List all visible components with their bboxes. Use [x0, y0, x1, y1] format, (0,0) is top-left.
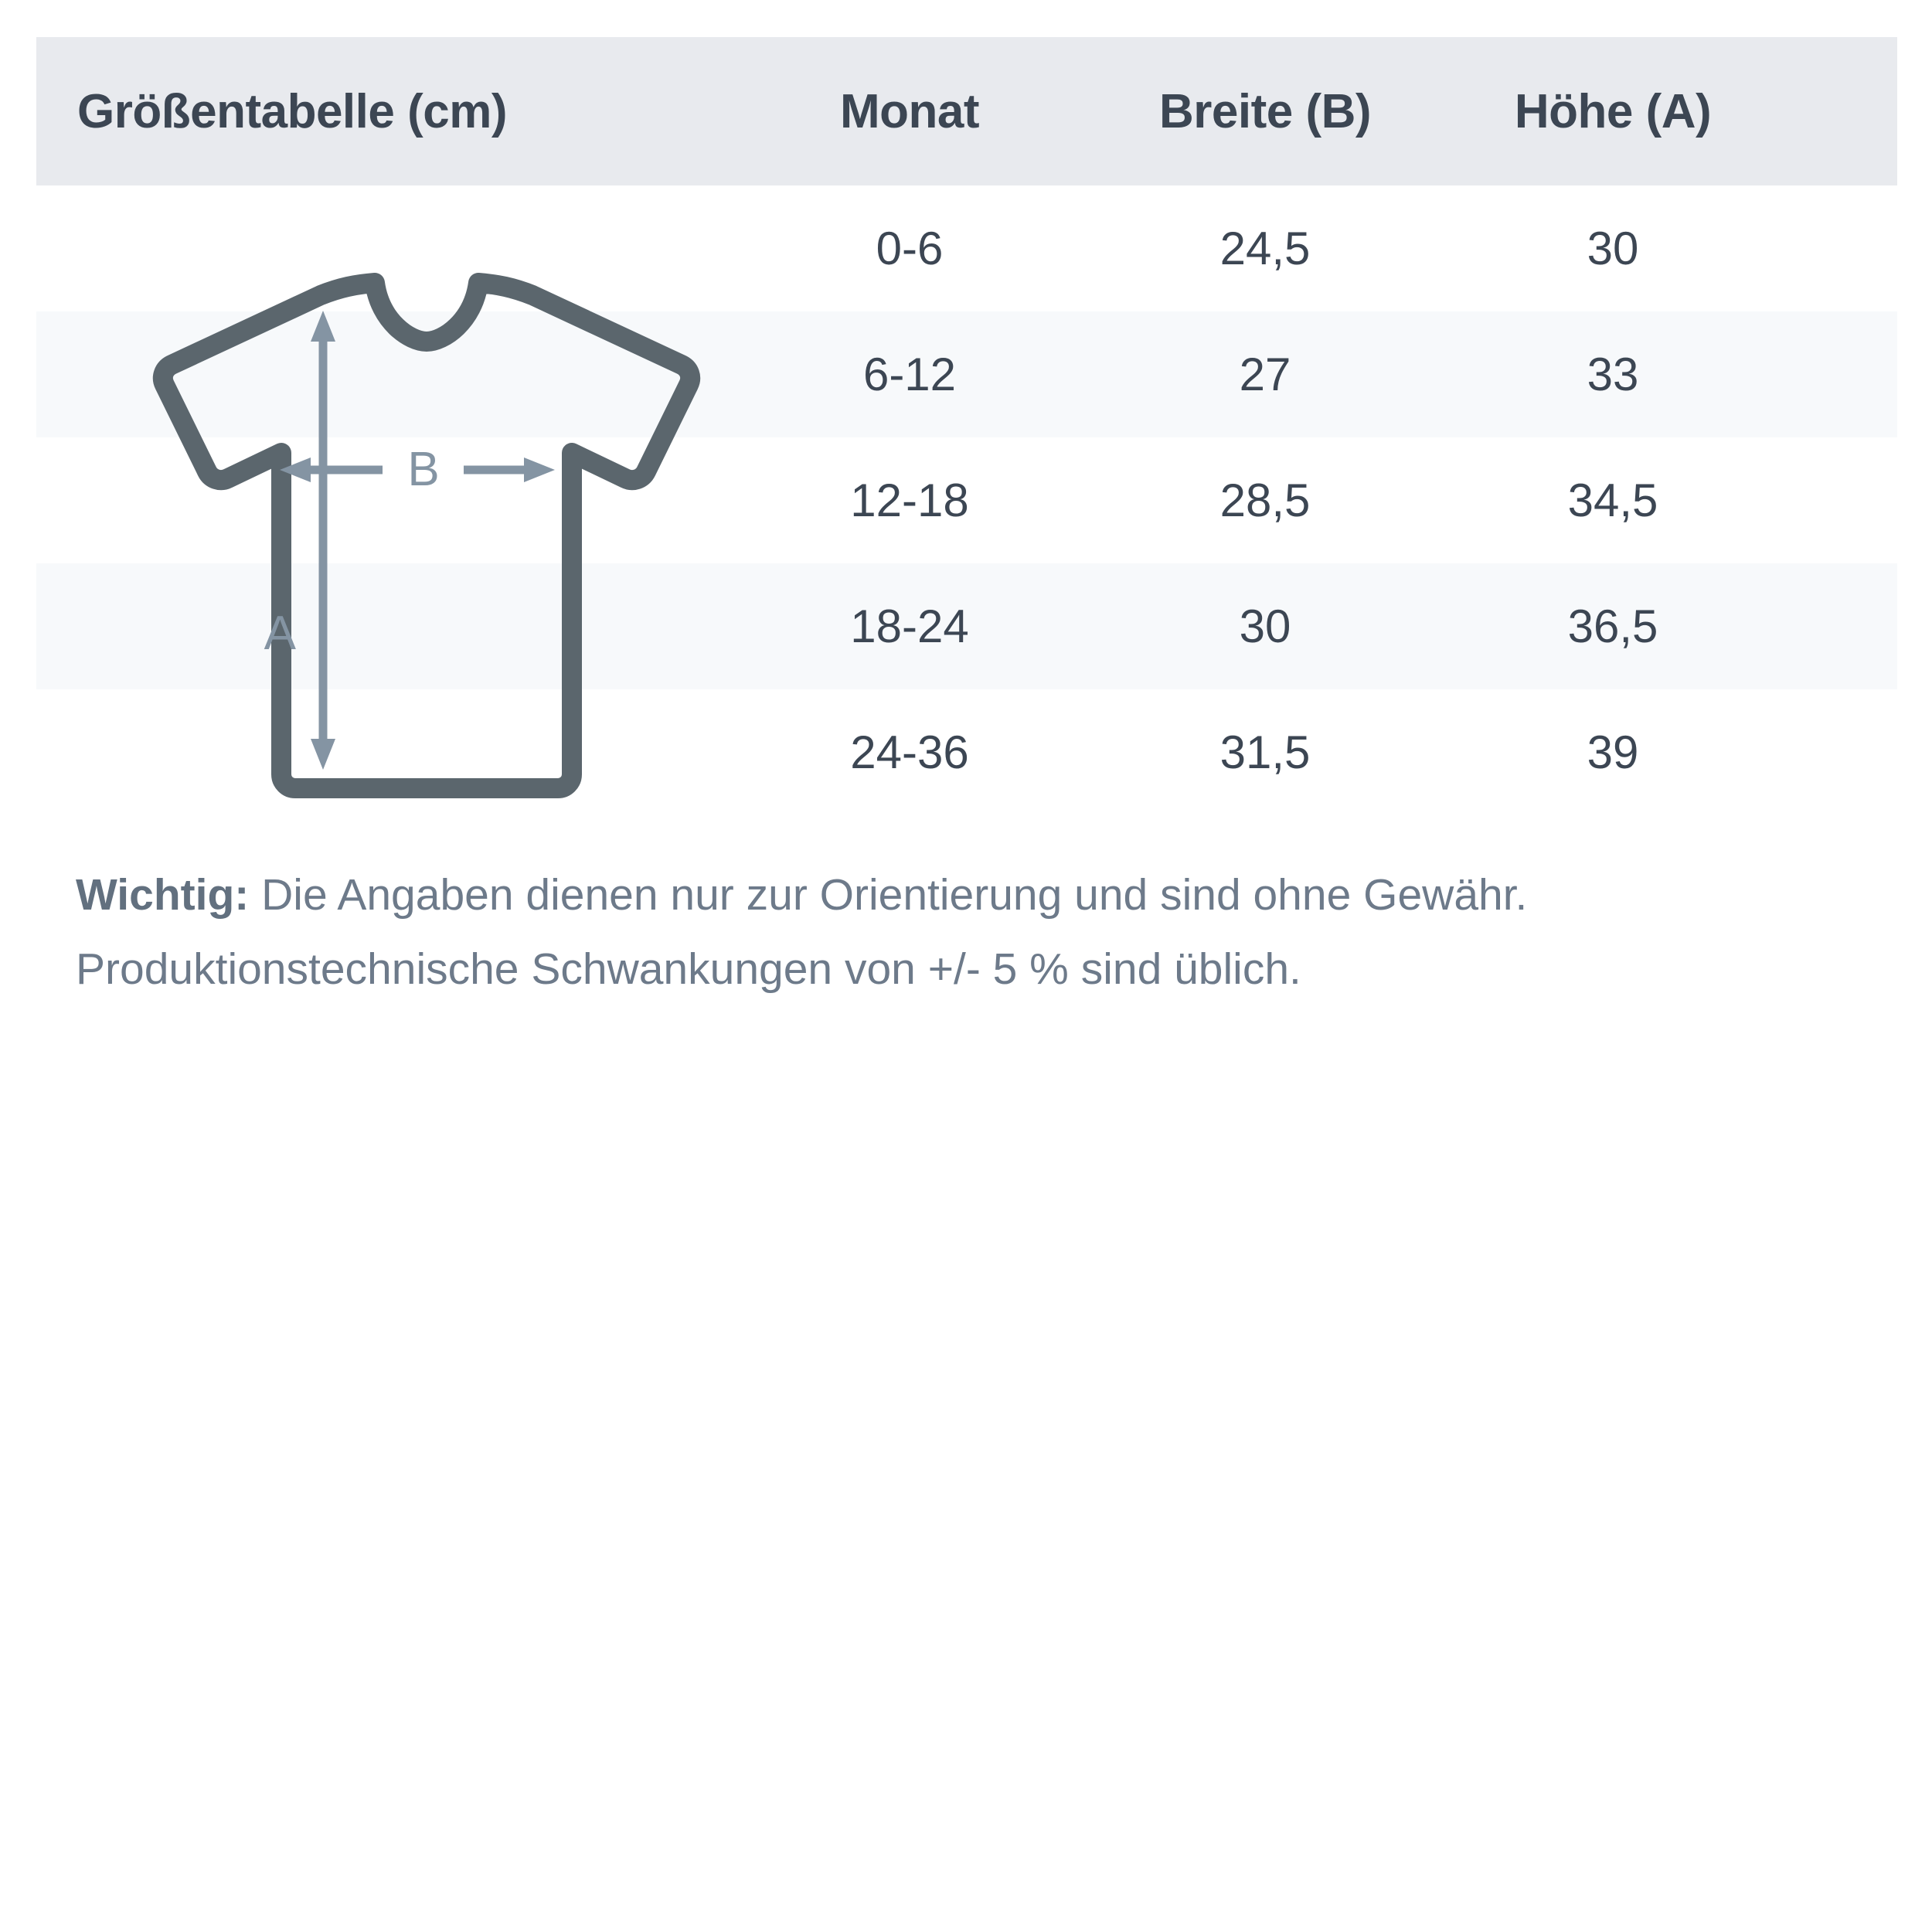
table-row: 18-24 30 36,5	[36, 563, 1897, 689]
disclaimer-line-1-text: Die Angaben dienen nur zur Orientierung …	[249, 870, 1528, 920]
column-header-month: Monat	[839, 84, 980, 138]
cell-height: 39	[1587, 726, 1639, 778]
width-measure-arrow	[280, 457, 555, 482]
cell-width: 31,5	[1219, 726, 1311, 778]
cell-month: 24-36	[850, 726, 969, 778]
size-table-body: 0-6 24,5 30 6-12 27 33 12-18 28,5 34,5 1…	[36, 185, 1897, 815]
cell-width: 27	[1239, 349, 1291, 400]
page-title: Größentabelle (cm)	[77, 84, 508, 138]
cell-month: 0-6	[876, 223, 944, 274]
disclaimer-line-1: Wichtig: Die Angaben dienen nur zur Orie…	[76, 858, 1869, 932]
table-header-band: Größentabelle (cm) Monat Breite (B) Höhe…	[36, 37, 1897, 185]
disclaimer-note: Wichtig: Die Angaben dienen nur zur Orie…	[76, 858, 1869, 1006]
height-measure-arrow	[311, 311, 335, 770]
cell-width: 30	[1239, 600, 1291, 652]
cell-height: 30	[1587, 223, 1639, 274]
cell-width: 24,5	[1219, 223, 1311, 274]
cell-month: 6-12	[862, 349, 957, 400]
table-row: 0-6 24,5 30	[36, 185, 1897, 311]
table-row: 6-12 27 33	[36, 311, 1897, 437]
column-header-height: Höhe (A)	[1514, 84, 1712, 138]
column-header-width: Breite (B)	[1158, 84, 1372, 138]
tshirt-measurement-diagram: A B	[108, 247, 742, 819]
disclaimer-line-2: Produktionstechnische Schwankungen von +…	[76, 944, 1301, 994]
disclaimer-strong-label: Wichtig:	[76, 870, 250, 920]
height-label: A	[264, 607, 297, 660]
width-label: B	[407, 443, 439, 496]
table-row: 12-18 28,5 34,5	[36, 437, 1897, 563]
cell-height: 34,5	[1567, 474, 1658, 526]
tshirt-outline-icon	[152, 273, 701, 798]
cell-height: 33	[1587, 349, 1639, 400]
cell-month: 12-18	[850, 474, 969, 526]
table-row: 24-36 31,5 39	[36, 689, 1897, 815]
cell-height: 36,5	[1567, 600, 1658, 652]
cell-width: 28,5	[1219, 474, 1311, 526]
cell-month: 18-24	[850, 600, 969, 652]
